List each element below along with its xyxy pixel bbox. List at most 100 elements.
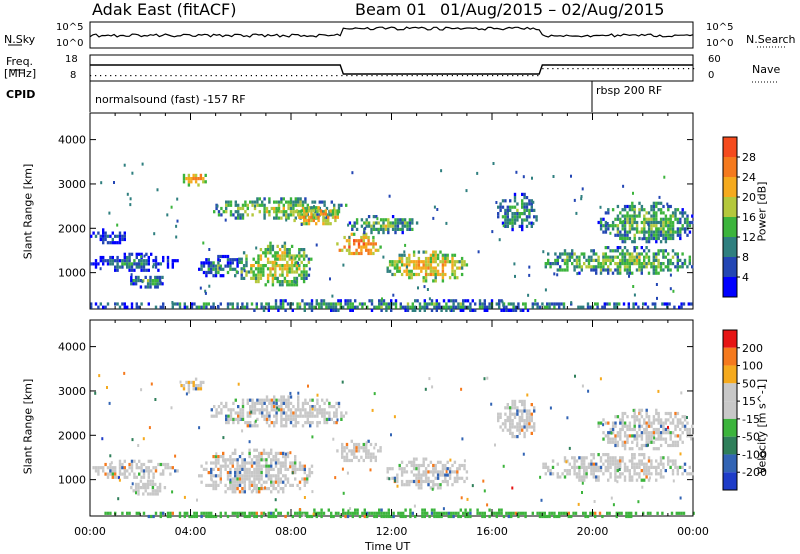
data-cell — [281, 264, 284, 268]
data-cell — [599, 271, 603, 275]
colorbar-swatch — [723, 347, 737, 366]
data-cell — [607, 211, 610, 215]
data-cell — [392, 293, 395, 297]
data-cell — [243, 467, 246, 471]
data-cell — [285, 401, 288, 405]
data-cell — [513, 262, 516, 266]
data-cell — [207, 302, 210, 306]
data-cell — [214, 487, 218, 491]
data-cell — [655, 427, 658, 432]
data-cell — [652, 230, 656, 234]
data-cell — [640, 208, 644, 212]
scatter-region — [210, 395, 348, 428]
data-cell — [450, 511, 453, 515]
data-cell — [432, 250, 435, 254]
data-cell — [430, 308, 434, 312]
data-cell — [282, 461, 285, 465]
data-cell — [318, 511, 321, 515]
data-cell — [580, 268, 583, 272]
data-cell — [294, 461, 297, 465]
data-cell — [265, 461, 268, 465]
colorbar-swatch — [723, 383, 737, 402]
data-cell — [217, 213, 221, 217]
data-cell — [450, 299, 453, 303]
data-cell — [277, 474, 280, 478]
data-cell — [428, 514, 431, 519]
data-cell — [362, 245, 365, 249]
data-cell — [328, 411, 331, 415]
data-cell — [655, 217, 658, 221]
data-cell — [424, 260, 428, 264]
data-cell — [435, 302, 438, 306]
data-cell — [274, 270, 277, 274]
data-cell — [599, 456, 603, 460]
data-cell — [619, 236, 622, 241]
data-cell — [300, 215, 303, 219]
data-cell — [202, 241, 205, 245]
data-cell — [590, 265, 593, 269]
nave-point — [391, 75, 393, 77]
data-cell — [274, 267, 277, 271]
data-cell — [104, 462, 107, 467]
data-cell — [290, 270, 294, 274]
data-cell — [547, 258, 550, 262]
data-cell — [121, 466, 124, 470]
data-cell — [441, 279, 445, 283]
data-cell — [554, 252, 557, 256]
data-cell — [229, 213, 233, 217]
data-cell — [145, 252, 148, 256]
data-cell — [333, 421, 336, 425]
data-cell — [453, 479, 457, 484]
data-cell — [379, 446, 382, 450]
data-cell — [657, 389, 660, 393]
data-cell — [248, 511, 251, 515]
data-cell — [647, 469, 651, 473]
data-cell — [104, 511, 107, 515]
data-cell — [236, 483, 239, 487]
data-cell — [645, 265, 648, 269]
data-cell — [518, 428, 521, 432]
data-cell — [242, 276, 246, 280]
data-cell — [676, 220, 680, 225]
data-cell — [275, 216, 278, 220]
data-cell — [549, 262, 552, 266]
data-cell — [130, 466, 134, 470]
data-cell — [513, 192, 517, 196]
data-cell — [614, 437, 617, 441]
data-cell — [259, 257, 263, 261]
data-cell — [253, 424, 257, 428]
data-cell — [667, 258, 670, 262]
data-cell — [109, 511, 112, 515]
data-cell — [261, 414, 264, 418]
data-cell — [294, 411, 297, 415]
data-cell — [391, 263, 394, 267]
data-cell — [563, 258, 567, 262]
data-cell — [269, 267, 272, 271]
data-cell — [335, 408, 338, 412]
data-cell — [662, 204, 665, 209]
data-cell — [370, 511, 374, 515]
data-cell — [147, 466, 150, 470]
nave-point — [125, 75, 127, 77]
data-cell — [412, 473, 416, 477]
data-cell — [229, 487, 232, 491]
data-cell — [384, 224, 388, 228]
data-cell — [234, 417, 237, 421]
data-cell — [370, 231, 373, 235]
data-cell — [355, 218, 359, 222]
data-cell — [652, 217, 656, 221]
data-cell — [493, 511, 496, 515]
data-cell — [219, 514, 222, 519]
data-cell — [149, 279, 152, 283]
data-cell — [226, 474, 230, 478]
data-cell — [294, 421, 297, 425]
data-cell — [427, 263, 430, 267]
data-cell — [288, 283, 291, 287]
colorbar-tick-label: 12 — [742, 231, 756, 244]
data-cell — [180, 384, 183, 388]
data-cell — [568, 252, 571, 256]
data-cell — [257, 267, 260, 271]
data-cell — [198, 426, 201, 430]
data-cell — [310, 257, 313, 261]
data-cell — [562, 305, 566, 309]
